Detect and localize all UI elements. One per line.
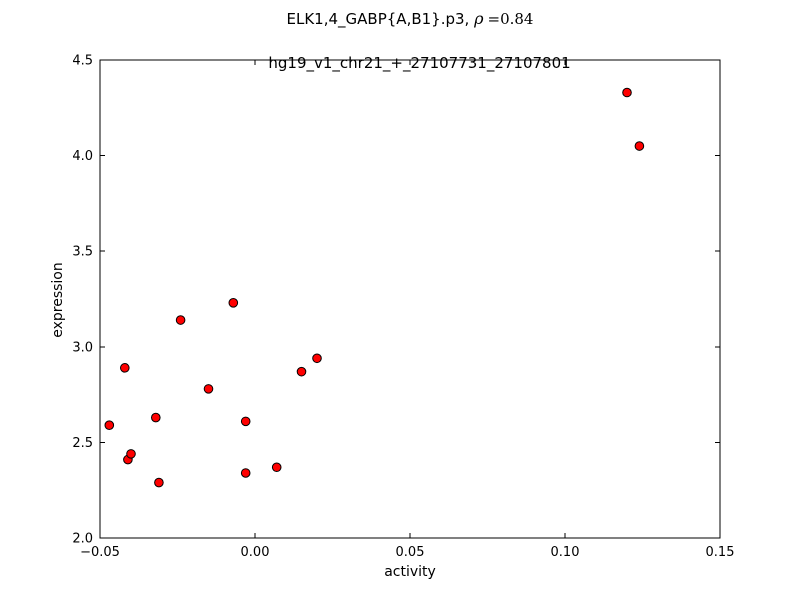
data-point bbox=[634, 141, 645, 151]
plot-frame bbox=[99, 59, 721, 539]
data-point bbox=[240, 416, 251, 427]
data-point bbox=[228, 298, 239, 308]
chart-subtitle: hg19_v1_chr21_+_27107731_27107801 bbox=[268, 54, 571, 72]
y-tick-label: 3.5 bbox=[72, 245, 93, 260]
data-point bbox=[271, 462, 282, 473]
y-tick-label: 2.0 bbox=[72, 532, 93, 547]
chart-title-text: ELK1,4_GABP{A,B1}.p3, ρ =0.84 bbox=[286, 9, 534, 28]
y-tick-label: 4.0 bbox=[72, 149, 93, 164]
data-point bbox=[312, 353, 322, 364]
data-point bbox=[120, 363, 130, 373]
y-tick-label: 4.5 bbox=[72, 54, 93, 69]
y-tick-label: 2.5 bbox=[72, 436, 93, 451]
chart-title: ELK1,4_GABP{A,B1}.p3, ρ =0.84 hg19_v1_chr… bbox=[100, 8, 720, 96]
y-axis-label: expression bbox=[50, 262, 66, 338]
data-point bbox=[104, 420, 115, 430]
x-tick-label: 0.15 bbox=[706, 545, 735, 560]
data-point bbox=[175, 315, 186, 325]
x-tick-label: 0.10 bbox=[551, 545, 580, 560]
data-point bbox=[151, 412, 161, 423]
y-tick-label: 3.0 bbox=[72, 340, 93, 355]
x-tick-label: 0.05 bbox=[396, 545, 425, 560]
rho-symbol: ρ bbox=[474, 9, 484, 28]
x-tick-label: −0.05 bbox=[80, 545, 120, 560]
data-point bbox=[296, 366, 307, 377]
rho-value: =0.84 bbox=[487, 10, 534, 28]
data-point bbox=[622, 87, 632, 98]
data-point bbox=[154, 477, 164, 488]
data-point bbox=[126, 449, 136, 459]
x-axis-label: activity bbox=[384, 564, 436, 580]
x-tick-label: 0.00 bbox=[241, 545, 270, 560]
data-point bbox=[203, 384, 214, 394]
data-point bbox=[240, 468, 251, 478]
